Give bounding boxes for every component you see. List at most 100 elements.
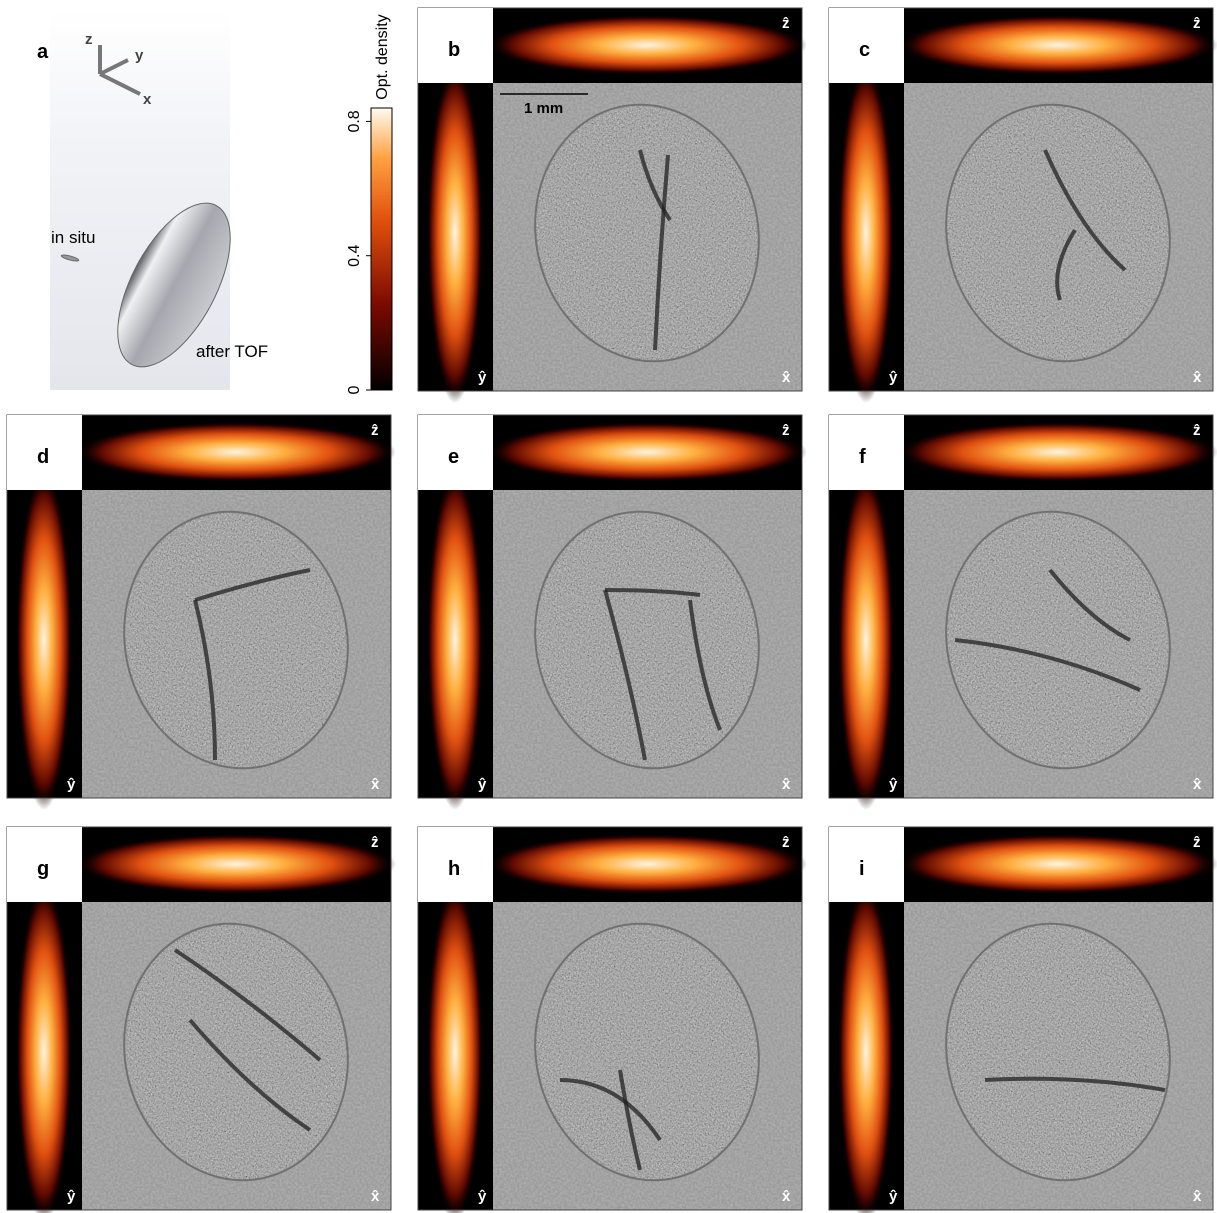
panel-label: b — [448, 39, 460, 61]
label-box — [829, 827, 904, 902]
vortex-line — [194, 568, 311, 602]
axis-label: x — [143, 91, 152, 108]
panel-border — [417, 414, 803, 799]
label-box — [418, 8, 493, 83]
axis-label: ŷ — [478, 369, 487, 386]
panel-border — [828, 7, 1214, 392]
image-panel: f ẑ ŷ x̂ — [828, 414, 1217, 810]
vortex-line — [173, 948, 322, 1062]
vortex-line — [603, 589, 647, 761]
image-panel: d ẑ ŷ x̂ — [6, 414, 396, 810]
vortex-line — [954, 638, 1141, 692]
label-box — [418, 827, 493, 902]
label-box — [418, 415, 493, 490]
axis-label: x̂ — [782, 1188, 791, 1205]
label-box — [829, 415, 904, 490]
axis-label: ŷ — [478, 776, 487, 793]
label-box — [829, 8, 904, 83]
colorbar-tick-label: 0 — [346, 385, 363, 394]
vortex-line — [1043, 149, 1127, 272]
annotation: after TOF — [196, 342, 268, 361]
image-panel: e ẑ ŷ x̂ — [417, 414, 807, 810]
tof-cloud — [117, 202, 231, 368]
axis-label: ẑ — [1193, 834, 1201, 851]
y-projection — [427, 470, 483, 810]
axis-label: ŷ — [67, 1188, 76, 1205]
panel-border — [417, 7, 803, 392]
panel-border — [6, 826, 392, 1211]
axis-label: ŷ — [889, 776, 898, 793]
z-projection — [898, 834, 1217, 894]
y-projection — [838, 882, 894, 1213]
cloud-noise — [536, 924, 758, 1180]
vortex-line — [1048, 568, 1131, 642]
panel-label: a — [37, 41, 49, 63]
panel-a: a z y x in situ after TOF — [37, 10, 268, 390]
z-projection — [76, 834, 396, 894]
panel-border — [828, 826, 1214, 1211]
colorbar: Opt. density 0 0.4 0.8 — [346, 14, 393, 394]
axis-label: x̂ — [1193, 776, 1202, 793]
vortex-line — [984, 1076, 1166, 1092]
axis-label: ẑ — [782, 834, 790, 851]
vortex-line — [1055, 228, 1077, 301]
scale-bar-label: 1 mm — [524, 100, 563, 117]
vortex-line — [618, 1069, 642, 1171]
vortex-line — [688, 599, 722, 731]
z-projection — [898, 422, 1217, 482]
z-projection — [76, 422, 396, 482]
y-projection — [427, 882, 483, 1213]
z-projection — [487, 422, 807, 482]
axis-triad — [98, 45, 141, 96]
vortex-line — [559, 1078, 662, 1142]
axis-label: ŷ — [889, 1188, 898, 1205]
annotation: in situ — [51, 228, 95, 247]
axis-label: x̂ — [371, 776, 380, 793]
axis-label: ŷ — [67, 776, 76, 793]
colorbar-gradient — [370, 107, 393, 391]
cloud-noise — [125, 512, 347, 768]
panel-label: d — [37, 446, 49, 468]
axis-label: ẑ — [782, 15, 790, 32]
image-panel: h ẑ ŷ x̂ — [417, 826, 807, 1213]
panel-border — [6, 414, 392, 799]
axis-label: ẑ — [1193, 422, 1201, 439]
panel-label: i — [859, 858, 865, 880]
colorbar-tick-label: 0.4 — [346, 244, 363, 266]
image-panel: c ẑ ŷ x̂ — [828, 7, 1217, 403]
vortex-line — [638, 149, 672, 222]
panel-border — [417, 826, 803, 1211]
z-projection — [487, 15, 807, 75]
axis-label: y — [135, 47, 144, 64]
axis-label: ẑ — [371, 834, 379, 851]
cloud-noise — [947, 105, 1169, 361]
panel-label: e — [448, 446, 459, 468]
cloud-noise — [536, 105, 758, 361]
label-box — [7, 415, 82, 490]
axis-label: x̂ — [1193, 1188, 1202, 1205]
axis-label: z — [85, 31, 93, 48]
label-box — [7, 827, 82, 902]
axis-label: ẑ — [782, 422, 790, 439]
y-projection — [427, 63, 483, 403]
cloud-noise — [947, 924, 1169, 1180]
vortex-line — [604, 588, 701, 597]
axis-label: ŷ — [889, 369, 898, 386]
axis-label: x̂ — [782, 776, 791, 793]
axis-label: x̂ — [782, 369, 791, 386]
y-projection — [16, 882, 72, 1213]
axis-label: ẑ — [1193, 15, 1201, 32]
colorbar-title: Opt. density — [374, 14, 391, 99]
in-situ-cloud — [60, 254, 80, 262]
image-panel: b ẑ ŷ x̂ — [417, 7, 807, 403]
z-projection — [487, 834, 807, 894]
panel-border — [828, 414, 1214, 799]
panel-label: h — [448, 858, 460, 880]
panel-label: g — [37, 858, 49, 880]
z-projection — [898, 15, 1217, 75]
scale-bar: 1 mm — [500, 93, 588, 117]
vortex-line — [188, 1018, 312, 1132]
axis-label: ŷ — [478, 1188, 487, 1205]
panel-label: c — [859, 39, 870, 61]
